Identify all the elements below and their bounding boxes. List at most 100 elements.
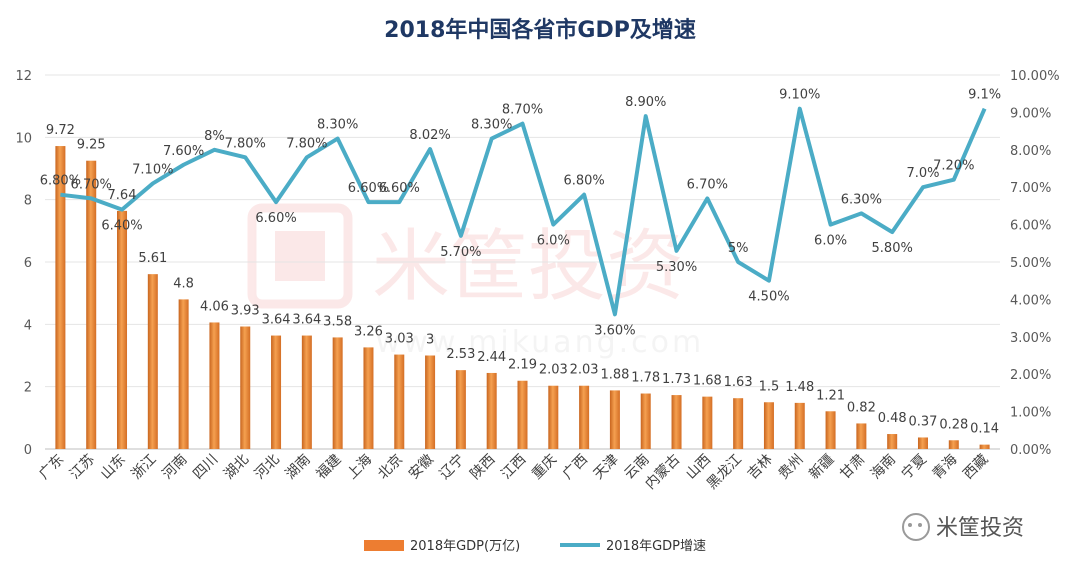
bar-label: 0.37: [909, 414, 938, 429]
bar-label: 3.58: [323, 314, 352, 329]
line-label: 6.30%: [841, 192, 882, 207]
line-label: 8.02%: [409, 128, 450, 143]
category-label: 江西: [498, 452, 529, 483]
bar-四川: [209, 322, 220, 449]
line-label: 5.30%: [656, 260, 697, 275]
category-label: 陕西: [467, 452, 498, 483]
category-label: 江苏: [67, 452, 98, 483]
category-label: 湖北: [221, 452, 252, 483]
bar-福建: [332, 337, 343, 449]
line-label: 6.70%: [687, 177, 728, 192]
bar-label: 3.26: [354, 324, 383, 339]
bar-label: 3.64: [262, 313, 291, 328]
category-label: 新疆: [806, 452, 837, 483]
category-label: 上海: [344, 452, 375, 483]
category-label: 西藏: [960, 452, 991, 483]
bar-河北: [271, 335, 282, 449]
category-label: 贵州: [775, 452, 806, 483]
line-label: 9.1%: [968, 88, 1001, 103]
line-label: 7.60%: [163, 144, 204, 159]
line-label: 8.30%: [317, 118, 358, 133]
category-label: 甘肃: [837, 452, 868, 483]
bar-label: 1.21: [816, 388, 845, 403]
category-label: 宁夏: [898, 451, 930, 483]
category-label: 河南: [159, 452, 190, 483]
bar-上海: [363, 347, 374, 449]
right-tick-label: 7.00%: [1010, 181, 1051, 196]
line-label: 6.0%: [537, 234, 570, 249]
line-label: 7.80%: [286, 136, 327, 151]
left-tick-label: 2: [24, 381, 32, 396]
bar-label: 1.48: [785, 380, 814, 395]
line-label: 8%: [204, 129, 225, 144]
line-label: 4.50%: [748, 290, 789, 305]
line-label: 6.80%: [563, 174, 604, 189]
line-label: 6.60%: [255, 211, 296, 226]
left-tick-label: 12: [15, 69, 32, 84]
bar-label: 9.72: [46, 123, 75, 138]
category-label: 辽宁: [436, 451, 468, 483]
chart-title: 2018年中国各省市GDP及增速: [384, 17, 696, 43]
bar-青海: [948, 440, 959, 449]
legend-label-gdp: 2018年GDP(万亿): [410, 539, 520, 554]
bar-江苏: [86, 160, 97, 450]
bar-山西: [702, 396, 713, 449]
right-tick-label: 9.00%: [1010, 106, 1051, 121]
bar-label: 2.44: [477, 350, 506, 365]
bar-新疆: [825, 411, 836, 449]
bar-广西: [579, 385, 590, 449]
bar-内蒙古: [671, 395, 682, 449]
bar-云南: [640, 393, 651, 449]
bar-label: 1.5: [759, 379, 780, 394]
legend-swatch-gdp: [364, 540, 404, 551]
bar-广东: [55, 146, 66, 449]
bar-陕西: [486, 372, 497, 449]
legend-label-growth: 2018年GDP增速: [606, 539, 706, 554]
category-label: 重庆: [529, 452, 560, 483]
line-label: 9.10%: [779, 88, 820, 103]
category-label: 青海: [930, 452, 961, 483]
bar-label: 7.64: [108, 188, 137, 203]
line-data-labels: 6.80%6.70%6.40%7.10%7.60%8% 7.80%6.60%7.8…: [40, 88, 1001, 339]
bar-label: 0.14: [970, 422, 999, 437]
bar-重庆: [548, 385, 559, 449]
left-tick-label: 0: [24, 443, 32, 458]
bar-label: 0.82: [847, 400, 876, 415]
bar-甘肃: [856, 423, 867, 449]
footer-brand: 米筐投资: [936, 516, 1024, 541]
bar-湖南: [301, 335, 312, 449]
right-tick-label: 0.00%: [1010, 443, 1051, 458]
line-label: 6.70%: [71, 177, 112, 192]
bar-label: 1.78: [631, 371, 660, 386]
bar-label: 3.93: [231, 304, 260, 319]
bar-安徽: [425, 355, 436, 449]
bar-label: 9.25: [77, 138, 106, 153]
right-tick-label: 2.00%: [1010, 368, 1051, 383]
line-label: 6.40%: [101, 219, 142, 234]
bar-江西: [517, 380, 528, 449]
line-label: 7.20%: [933, 159, 974, 174]
growth-line: [60, 106, 987, 317]
category-label: 海南: [868, 452, 899, 483]
category-label: 湖南: [283, 452, 314, 483]
bar-宁夏: [917, 437, 928, 449]
bar-吉林: [763, 402, 774, 449]
bar-label: 2.03: [570, 363, 599, 378]
footer-logo: 米筐投资: [902, 513, 1024, 541]
line-series: [60, 106, 987, 317]
line-label: 3.60%: [594, 323, 635, 338]
category-label: 四川: [190, 452, 221, 483]
bar-label: 3.03: [385, 332, 414, 347]
bar-label: 0.48: [878, 411, 907, 426]
line-label: 6.60%: [348, 181, 389, 196]
line-label: 7.80%: [225, 136, 266, 151]
right-tick-label: 5.00%: [1010, 256, 1051, 271]
bar-label: 4.06: [200, 299, 229, 314]
line-label: 6.0%: [814, 234, 847, 249]
line-label: 5%: [728, 241, 749, 256]
x-axis: 广东 江苏 山东 浙江 河南 四川 湖北 河北 湖南 福建 上海 北京 安徽 辽宁 陕西 江西 重庆 广西 天津 云南…: [36, 451, 991, 493]
bar-黑龙江: [733, 398, 744, 449]
right-tick-label: 4.00%: [1010, 293, 1051, 308]
watermark-url: www.mikuang.com: [376, 325, 704, 360]
